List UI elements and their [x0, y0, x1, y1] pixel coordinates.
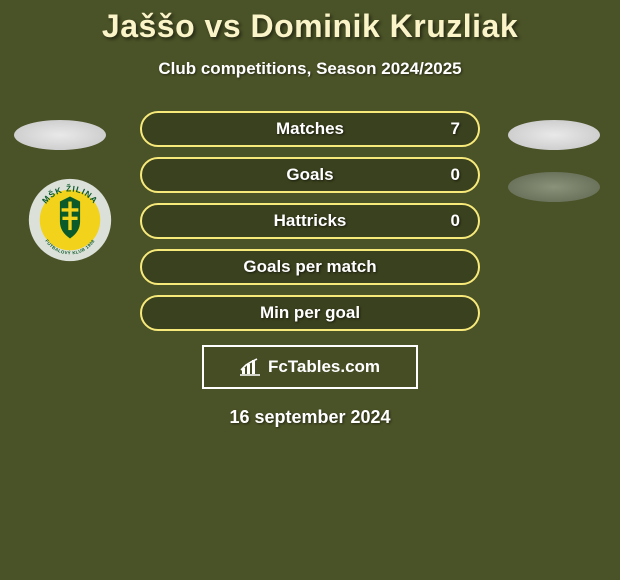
- stat-label: Min per goal: [260, 303, 360, 323]
- bar-chart-icon: [240, 358, 262, 376]
- brand-text: FcTables.com: [268, 357, 380, 377]
- player-left-placeholder: [14, 120, 106, 150]
- stat-row-min-per-goal: Min per goal: [140, 295, 480, 331]
- player-right-placeholder-2: [508, 172, 600, 202]
- stat-label: Hattricks: [274, 211, 347, 231]
- stat-row-hattricks: Hattricks 0: [140, 203, 480, 239]
- stat-value-right: 7: [451, 119, 460, 139]
- stat-label: Goals per match: [243, 257, 376, 277]
- stat-value-right: 0: [451, 211, 460, 231]
- stat-label: Goals: [286, 165, 333, 185]
- stat-value-right: 0: [451, 165, 460, 185]
- stat-row-goals-per-match: Goals per match: [140, 249, 480, 285]
- brand-badge: FcTables.com: [202, 345, 418, 389]
- date-text: 16 september 2024: [0, 407, 620, 428]
- stat-row-matches: Matches 7: [140, 111, 480, 147]
- stat-row-goals: Goals 0: [140, 157, 480, 193]
- player-right-placeholder-1: [508, 120, 600, 150]
- subtitle: Club competitions, Season 2024/2025: [0, 59, 620, 79]
- club-logo-zilina: MŠK ŽILINA FUTBALOVÝ KLUB 1908: [28, 178, 112, 262]
- stat-label: Matches: [276, 119, 344, 139]
- page-title: Jaššo vs Dominik Kruzliak: [0, 0, 620, 45]
